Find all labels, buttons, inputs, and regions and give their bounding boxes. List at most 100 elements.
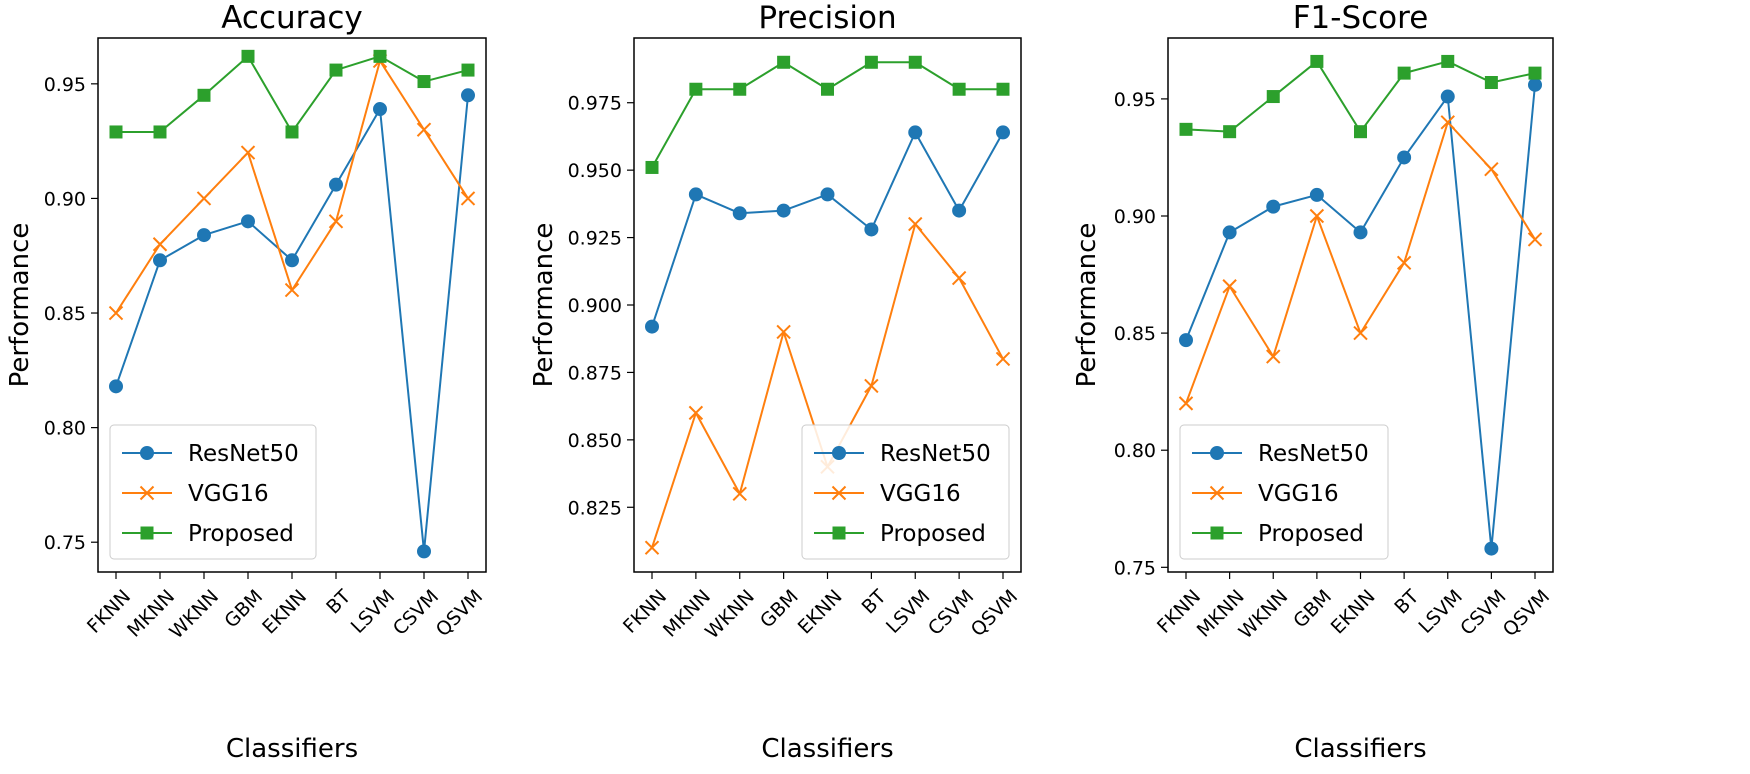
legend-marker [832,446,846,460]
data-point [952,203,967,218]
data-point [864,378,879,394]
data-point [152,237,168,252]
legend-marker [832,526,846,540]
panel-title: Precision [758,0,896,36]
data-point [820,187,835,202]
legend-label: ResNet50 [188,441,299,467]
data-point [196,191,212,206]
legend-marker [1210,526,1224,540]
data-point [864,222,879,237]
x-tick-label: QSVM [1499,586,1554,641]
legend-marker [1210,446,1224,460]
x-tick-label: CSVM [1456,586,1510,640]
y-tick-label: 0.90 [44,188,86,210]
series-line [651,131,1004,327]
x-tick-label: BT [1390,585,1423,618]
axes-frame [633,37,1022,573]
panel-accuracy: Accuracy0.750.800.850.900.95FKNNMKNNWKNN… [5,0,487,764]
data-point [285,253,299,268]
y-axis-label: Performance [529,223,559,388]
legend-label: VGG16 [880,481,961,507]
data-point [1354,125,1367,139]
series-resnet50 [109,88,475,559]
data-point [153,125,167,139]
legend: ResNet50 VGG16 Proposed [801,424,1010,560]
data-point [1484,76,1498,89]
data-point [1484,541,1499,556]
data-point [776,324,791,340]
series-proposed [109,49,475,139]
data-point [1179,333,1193,348]
legend-box [801,424,1010,560]
y-tick-label: 0.85 [1114,323,1156,345]
data-point [777,55,791,69]
data-point [153,253,167,268]
legend-marker [831,485,847,501]
y-tick-label: 0.85 [44,303,86,325]
data-point [285,125,299,139]
data-point [821,82,834,96]
series-resnet50 [645,125,1010,334]
series-vgg16 [108,53,476,321]
x-tick-label: LSVM [882,586,934,638]
data-point [732,486,747,501]
data-point [688,187,703,202]
panel-title: Accuracy [221,0,363,36]
data-point [1178,396,1194,411]
panel-f1-score: F1-Score0.750.800.850.900.95FKNNMKNNWKNN… [1072,0,1554,764]
data-point [197,228,211,243]
series-vgg16 [1178,115,1543,411]
data-point [109,125,123,139]
data-point [1353,325,1368,341]
x-tick-label: QSVM [432,586,487,641]
series-line [1185,60,1536,133]
data-point [1266,349,1281,364]
series-line [115,59,469,314]
legend-marker [140,446,154,460]
data-point [908,55,922,69]
legend-label: ResNet50 [880,441,991,467]
y-axis-label: Performance [1072,223,1102,388]
x-tick-label: EKNN [258,586,311,639]
y-tick-label: 0.95 [1114,89,1156,111]
data-point [1397,150,1412,165]
x-tick-label: EKNN [1327,586,1380,639]
data-point [329,177,343,192]
y-tick-label: 0.950 [568,160,622,182]
data-point [1266,199,1281,214]
x-tick-label: CSVM [924,586,978,640]
legend-marker [139,485,155,501]
data-point [416,122,432,137]
axes-frame [97,37,487,573]
data-point [373,49,387,63]
y-tick-label: 0.850 [568,430,622,452]
series-line [116,55,469,133]
data-point [1222,225,1237,240]
data-point [864,55,878,69]
y-tick-label: 0.875 [568,362,622,384]
data-point [688,405,704,421]
data-point [1396,255,1412,271]
data-point [460,191,476,206]
data-point [952,82,966,96]
data-point [241,49,255,63]
legend-label: ResNet50 [1258,441,1369,467]
data-point [241,214,255,229]
data-point [1527,232,1543,247]
data-point [689,82,703,96]
data-point [951,270,967,286]
y-tick-label: 0.95 [44,74,86,96]
x-tick-label: CSVM [389,586,443,640]
x-tick-label: QSVM [967,586,1022,641]
legend: ResNet50 VGG16 Proposed [109,424,317,560]
y-tick-label: 0.825 [568,497,622,519]
series-resnet50 [1179,77,1542,556]
y-tick-label: 0.80 [1114,440,1156,462]
data-point [417,544,431,559]
data-point [1310,54,1324,68]
y-tick-label: 0.900 [568,295,622,317]
data-point [1309,208,1325,224]
y-axis-label: Performance [5,223,35,388]
x-tick-label: WKNN [1235,586,1293,644]
y-tick-label: 0.90 [1114,206,1156,228]
